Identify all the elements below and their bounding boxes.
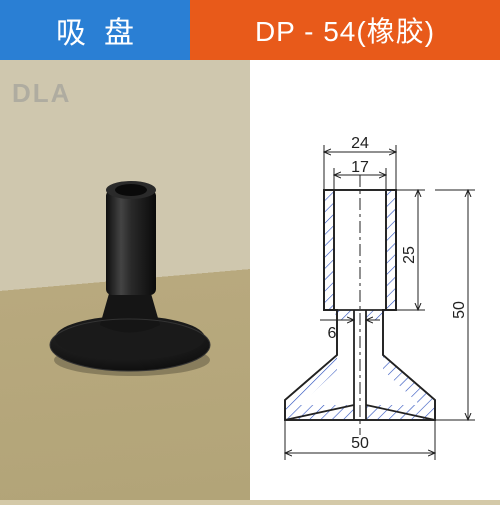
dim-hole: 6: [328, 325, 337, 342]
dim-barrel-height: 25: [401, 246, 418, 264]
title-right-text: DP - 54(橡胶): [255, 10, 435, 50]
header-title-right: DP - 54(橡胶): [190, 0, 500, 60]
dim-total-height: 50: [451, 301, 468, 319]
watermark-text: DLA: [12, 78, 71, 109]
technical-drawing-svg: 24 17 6 25 50 50: [250, 60, 500, 500]
dim-cup-diameter: 50: [351, 435, 369, 452]
dim-top-outer: 24: [351, 135, 369, 152]
header-bar: 吸盘 DP - 54(橡胶): [0, 0, 500, 60]
dim-top-inner: 17: [351, 159, 369, 176]
photo-panel: DLA: [0, 60, 250, 500]
technical-drawing-panel: 24 17 6 25 50 50: [250, 60, 500, 500]
header-title-left: 吸盘: [0, 0, 190, 60]
title-left-text: 吸盘: [56, 8, 152, 52]
product-photo-svg: [40, 140, 220, 400]
content-area: DLA: [0, 60, 500, 500]
